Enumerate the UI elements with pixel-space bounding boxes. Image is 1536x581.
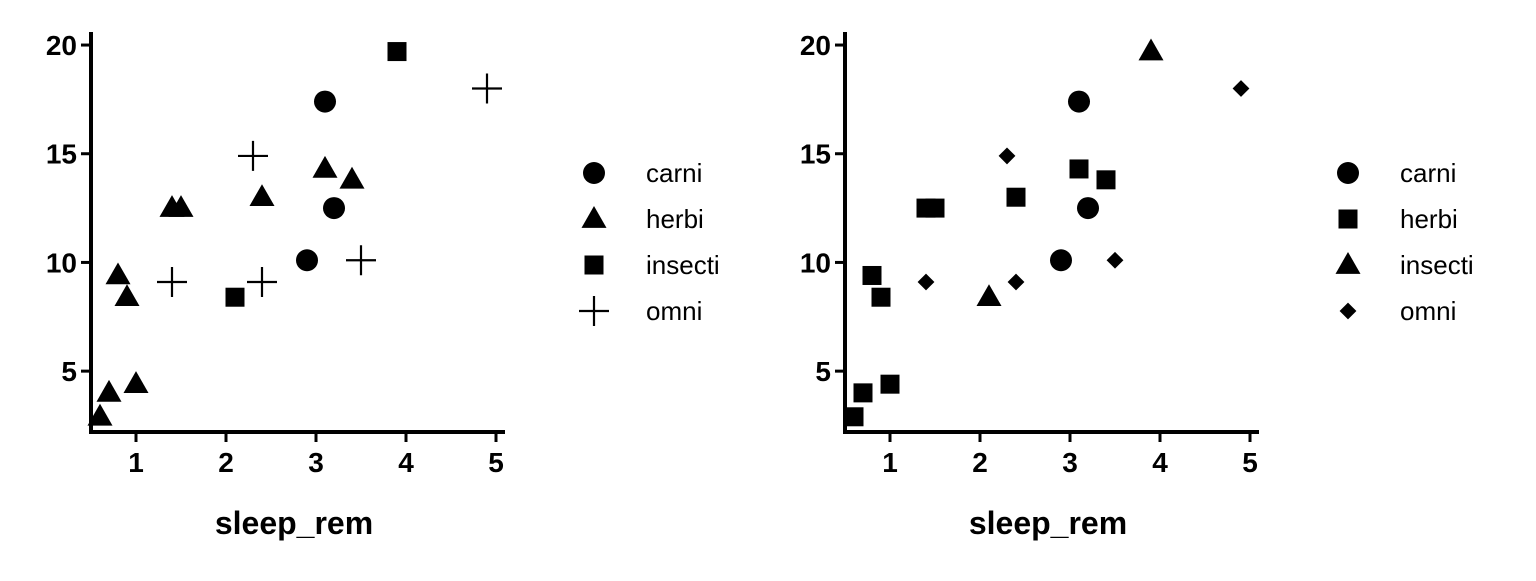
scatter-panel-2: 5 10 15 20 1 2 3 4 5 sleep_rem carni herbi insecti om… [800, 30, 1474, 541]
data-point-omni [1106, 251, 1124, 269]
data-point-herbi [925, 198, 945, 218]
y-tick-label: 20 [800, 30, 831, 61]
data-point-insecti [1138, 38, 1164, 61]
x-tick-label: 2 [972, 447, 988, 478]
y-tick-label: 5 [61, 356, 77, 387]
x-axis-title: sleep_rem [215, 505, 373, 541]
data-point-herbi [1006, 187, 1026, 207]
data-point-carni [1077, 197, 1099, 220]
data-point-carni [314, 90, 336, 113]
legend: carni herbi insecti omni [579, 158, 720, 326]
x-tick-label: 3 [1062, 447, 1078, 478]
data-point-herbi [339, 166, 365, 189]
data-point-omni [157, 267, 187, 297]
legend-label: herbi [646, 204, 704, 234]
data-point-herbi [1096, 170, 1116, 190]
legend-label: carni [1400, 158, 1456, 188]
x-tick-label: 1 [882, 447, 898, 478]
legend-label: omni [1400, 296, 1456, 326]
data-point-omni [1007, 273, 1025, 291]
data-point-herbi [312, 155, 338, 178]
data-point-carni [296, 249, 318, 272]
y-tick-label: 15 [800, 139, 831, 170]
data-point-insecti [976, 284, 1002, 307]
y-tick-label: 10 [46, 247, 77, 278]
x-tick-label: 4 [1152, 447, 1168, 478]
legend-marker-insecti [584, 255, 604, 275]
data-point-herbi [114, 284, 140, 307]
legend-label: insecti [1400, 250, 1474, 280]
legend: carni herbi insecti omni [1335, 158, 1474, 326]
data-point-herbi [880, 374, 900, 394]
y-tick-label: 20 [46, 30, 77, 61]
data-point-carni [323, 197, 345, 220]
legend-label: insecti [646, 250, 720, 280]
legend-label: omni [646, 296, 702, 326]
x-tick-label: 3 [308, 447, 324, 478]
data-point-herbi [168, 195, 194, 217]
data-point-omni [998, 147, 1016, 165]
data-point-omni [238, 140, 268, 171]
legend-label: carni [646, 158, 702, 188]
data-point-omni [1232, 80, 1250, 97]
legend-marker-carni [583, 162, 605, 184]
legend-marker-herbi [1338, 209, 1358, 229]
data-point-omni [472, 73, 502, 104]
data-point-carni [1068, 90, 1090, 113]
data-point-herbi [844, 407, 864, 427]
data-point-insecti [225, 287, 245, 307]
data-point-herbi [249, 184, 275, 207]
y-tick-label: 5 [815, 356, 831, 387]
legend-marker-omni [1339, 302, 1357, 320]
data-point-herbi [862, 265, 882, 285]
legend-label: herbi [1400, 204, 1458, 234]
legend-marker-omni [579, 296, 609, 326]
data-point-herbi [96, 379, 122, 402]
x-axis-title: sleep_rem [969, 505, 1127, 541]
x-tick-label: 5 [488, 447, 504, 478]
legend-marker-herbi [581, 205, 607, 228]
data-point-herbi [87, 403, 113, 426]
x-tick-label: 1 [128, 447, 144, 478]
y-tick-label: 15 [46, 139, 77, 170]
y-tick-label: 10 [800, 247, 831, 278]
data-point-herbi [123, 371, 149, 393]
data-point-herbi [853, 383, 873, 403]
legend-marker-insecti [1335, 251, 1361, 274]
legend-marker-carni [1337, 162, 1359, 184]
data-point-omni [247, 267, 277, 297]
data-point-insecti [387, 42, 407, 62]
data-point-omni [917, 273, 935, 291]
x-tick-label: 5 [1242, 447, 1258, 478]
x-tick-label: 2 [218, 447, 234, 478]
data-point-carni [1050, 249, 1072, 272]
x-tick-label: 4 [398, 447, 414, 478]
data-point-herbi [1069, 159, 1089, 179]
data-point-herbi [105, 262, 131, 285]
scatter-panel-1: 5 10 15 20 1 2 3 4 5 sleep_rem carni herbi insecti om… [46, 30, 720, 541]
data-point-herbi [871, 287, 891, 307]
data-point-omni [346, 245, 376, 276]
